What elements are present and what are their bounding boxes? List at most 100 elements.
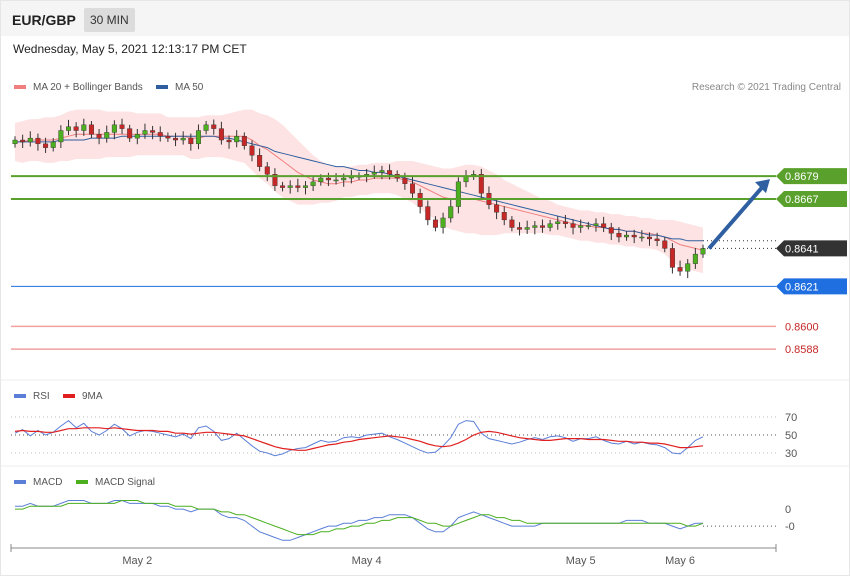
bullish-candle (203, 124, 209, 131)
bearish-candle (165, 136, 171, 139)
bullish-candle (341, 177, 347, 181)
bearish-candle (631, 234, 637, 238)
bearish-candle (570, 223, 576, 228)
chart-header: EUR/GBP 30 MIN (1, 1, 849, 36)
bullish-candle (448, 206, 454, 219)
bullish-candle (310, 181, 316, 186)
bullish-candle (593, 223, 599, 226)
price-pane: 0.8679 0.8667 0.8641 0.8621 0.8600 0.8588 (11, 109, 847, 356)
bearish-candle (662, 240, 668, 249)
bullish-candle (555, 221, 561, 224)
bullish-candle (639, 236, 645, 239)
bullish-candle (234, 136, 240, 143)
bullish-candle (50, 141, 56, 148)
resistance-price-label: 0.8679 (785, 171, 819, 183)
bearish-candle (257, 155, 263, 167)
bullish-candle (440, 217, 446, 228)
bearish-candle (119, 124, 125, 129)
time-tick-label: May 6 (665, 555, 695, 567)
bearish-candle (478, 174, 484, 194)
bearish-candle (249, 145, 255, 156)
forecast-arrow-shaft (707, 183, 766, 250)
rsi-tick-label: 70 (785, 412, 797, 424)
bearish-candle (517, 227, 523, 230)
macd-signal-line (15, 500, 704, 536)
time-tick-label: May 4 (352, 555, 382, 567)
bearish-candle (601, 223, 607, 228)
bearish-candle (157, 132, 163, 137)
resistance-price-tag (776, 190, 847, 207)
bearish-candle (402, 177, 408, 184)
time-axis: May 2 May 4 May 5 May 6 (10, 544, 777, 567)
bearish-candle (211, 124, 217, 129)
support-price-tag (776, 278, 847, 295)
bullish-candle (134, 134, 140, 139)
timeframe-button[interactable]: 30 MIN (84, 8, 135, 32)
bullish-candle (379, 170, 385, 173)
bullish-candle (58, 130, 64, 143)
rsi-legend-label: RSI (33, 391, 50, 402)
bearish-candle (226, 139, 232, 143)
bearish-candle (410, 183, 416, 194)
ma20-legend-label: MA 20 + Bollinger Bands (33, 82, 143, 93)
bearish-candle (494, 204, 500, 213)
time-tick-label: May 2 (122, 555, 152, 567)
bullish-candle (287, 185, 293, 188)
bullish-candle (302, 185, 308, 188)
bearish-candle (539, 225, 545, 228)
copyright-label: Research © 2021 Trading Central (692, 82, 841, 93)
bullish-candle (547, 223, 553, 228)
bullish-candle (578, 225, 584, 228)
currency-pair-title: EUR/GBP (12, 12, 76, 28)
bearish-candle (127, 128, 133, 139)
support-price-label: 0.8600 (785, 321, 819, 333)
bearish-candle (325, 177, 331, 181)
bullish-candle (180, 137, 186, 141)
bullish-candle (624, 234, 630, 238)
rsi-pane: 70 50 30 (11, 412, 797, 460)
ma20-legend-swatch (14, 85, 26, 89)
bearish-candle (501, 212, 507, 221)
bearish-candle (295, 185, 301, 188)
bearish-candle (43, 143, 49, 148)
bullish-candle (585, 225, 591, 227)
rsi-line (14, 419, 704, 457)
bullish-candle (27, 137, 33, 143)
rsi-legend-swatch (14, 394, 26, 398)
resistance-price-tag (776, 168, 847, 185)
bearish-candle (677, 267, 683, 272)
bollinger-band (15, 109, 703, 274)
bearish-candle (188, 137, 194, 145)
bearish-candle (218, 128, 224, 141)
bearish-candle (264, 166, 270, 175)
bearish-candle (387, 170, 393, 175)
bearish-candle (646, 236, 652, 240)
bullish-candle (455, 181, 461, 207)
rsi-ma-line (14, 427, 704, 451)
macd-line (15, 500, 703, 541)
bearish-candle (280, 185, 286, 188)
macd-legend-label: MACD (33, 477, 62, 488)
macd-tick-label: 0 (785, 504, 791, 516)
rsi-tick-label: 30 (785, 448, 797, 460)
bearish-candle (608, 227, 614, 234)
bearish-candle (654, 238, 660, 242)
bearish-candle (88, 124, 94, 135)
bearish-candle (669, 248, 675, 268)
bearish-candle (432, 219, 438, 228)
ma50-legend-label: MA 50 (175, 82, 204, 93)
macd-tick-label: -0 (785, 521, 795, 533)
bearish-candle (173, 137, 179, 141)
bearish-candle (562, 221, 568, 224)
bullish-candle (81, 124, 87, 131)
bearish-candle (509, 219, 515, 228)
bullish-candle (700, 248, 706, 255)
bearish-candle (241, 136, 247, 146)
bullish-candle (524, 227, 530, 230)
bearish-candle (425, 206, 431, 221)
bearish-candle (35, 137, 41, 145)
bullish-candle (692, 253, 698, 264)
bearish-candle (616, 232, 622, 238)
bullish-candle (66, 126, 72, 131)
